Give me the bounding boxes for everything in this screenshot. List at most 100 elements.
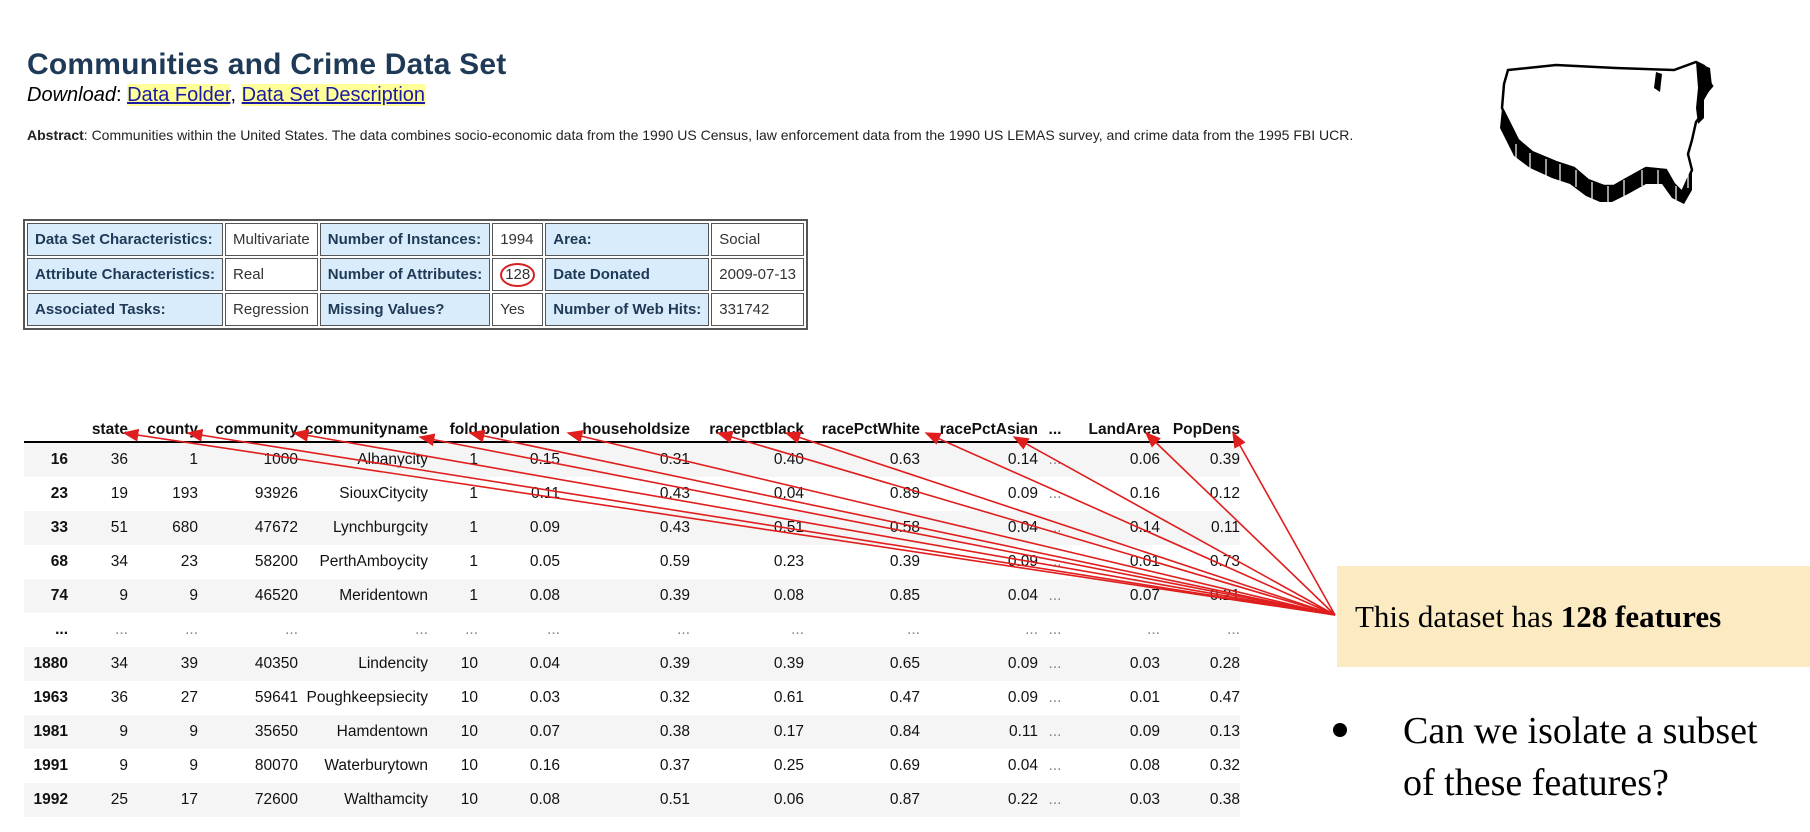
info-header: Associated Tasks: xyxy=(27,293,224,326)
table-row: ........................................… xyxy=(24,613,1240,647)
info-value: 128 xyxy=(492,258,544,291)
us-map-icon xyxy=(1500,60,1714,204)
table-cell: 0.06 xyxy=(773,791,804,808)
info-value: 1994 xyxy=(492,223,544,256)
table-cell: 0.06 xyxy=(1129,451,1160,468)
table-cell: 27 xyxy=(180,689,198,706)
table-cell: ... xyxy=(115,621,128,638)
data-set-description-link[interactable]: Data Set Description xyxy=(241,84,426,106)
table-cell: 0.47 xyxy=(1209,689,1240,706)
table-cell: 1 xyxy=(189,451,198,468)
column-header: LandArea xyxy=(1072,413,1160,443)
table-cell: 0.59 xyxy=(659,553,690,570)
table-cell: 10 xyxy=(460,791,478,808)
table-cell: ... xyxy=(907,621,920,638)
table-cell: 0.17 xyxy=(773,723,804,740)
table-cell: 0.37 xyxy=(659,757,690,774)
row-index: 1992 xyxy=(33,791,68,808)
table-cell: 0.73 xyxy=(1209,553,1240,570)
table-cell: ... xyxy=(1048,723,1062,740)
table-cell: 0.09 xyxy=(1007,485,1038,502)
table-cell: 0.14 xyxy=(1129,519,1160,536)
info-header: Missing Values? xyxy=(319,293,491,326)
callout-text: This dataset has xyxy=(1355,599,1561,634)
table-cell: 1 xyxy=(469,485,478,502)
table-row: 1992 25 17 72600 Walthamcity 10 0.08 0.51 0.06 0.… xyxy=(24,783,1240,817)
table-cell: 0.12 xyxy=(1209,485,1240,502)
table-cell: 0.13 xyxy=(1209,723,1240,740)
table-cell: 0.47 xyxy=(889,689,920,706)
table-cell: 0.03 xyxy=(1129,655,1160,672)
table-cell: 0.39 xyxy=(1209,451,1240,468)
table-cell: 9 xyxy=(189,587,198,604)
table-cell: ... xyxy=(1048,791,1062,808)
table-cell: 23 xyxy=(180,553,198,570)
table-cell: 0.39 xyxy=(773,655,804,672)
row-index: 33 xyxy=(50,519,68,536)
table-cell: ... xyxy=(677,621,690,638)
info-header: Number of Web Hits: xyxy=(545,293,710,326)
table-cell: 0.09 xyxy=(529,519,560,536)
row-index: 68 xyxy=(50,553,68,570)
table-cell: ... xyxy=(1227,621,1240,638)
table-row: 16 36 1 1000 Albanycity 1 0.15 0.31 0.40 0.63 0.14… xyxy=(24,442,1240,477)
table-cell: 0.22 xyxy=(1007,791,1038,808)
table-cell: PerthAmboycity xyxy=(319,553,428,570)
table-cell: 0.61 xyxy=(773,689,804,706)
info-header: Number of Instances: xyxy=(319,223,491,256)
bullet-text: Can we isolate a subset of these feature… xyxy=(1403,705,1758,809)
table-cell: 0.07 xyxy=(529,723,560,740)
table-cell: ... xyxy=(1048,587,1062,604)
table-cell: 0.32 xyxy=(659,689,690,706)
table-cell: Lynchburgcity xyxy=(332,519,428,536)
table-cell: ... xyxy=(1025,621,1038,638)
table-cell: Hamdentown xyxy=(336,723,428,740)
table-cell: 0.65 xyxy=(889,655,920,672)
column-header: communityname xyxy=(298,413,428,443)
info-value: Yes xyxy=(492,293,544,326)
table-cell: ... xyxy=(547,621,560,638)
table-cell: 40350 xyxy=(254,655,298,672)
info-row: Data Set Characteristics: Multivariate N… xyxy=(27,223,805,256)
info-header: Attribute Characteristics: xyxy=(27,258,224,291)
table-cell: 0.89 xyxy=(889,485,920,502)
abstract: Abstract: Communities within the United … xyxy=(27,127,1353,143)
column-header: community xyxy=(198,413,298,443)
table-cell: 17 xyxy=(180,791,198,808)
table-cell: 10 xyxy=(460,689,478,706)
table-cell: 0.58 xyxy=(889,519,920,536)
table-cell: 193 xyxy=(172,485,198,502)
row-index: 74 xyxy=(50,587,68,604)
table-cell: 0.69 xyxy=(889,757,920,774)
table-cell: 0.43 xyxy=(659,485,690,502)
info-value: Real xyxy=(225,258,318,291)
abstract-text: : Communities within the United States. … xyxy=(83,127,1354,143)
table-cell: 47672 xyxy=(254,519,298,536)
table-cell: 0.51 xyxy=(659,791,690,808)
table-cell: 0.51 xyxy=(773,519,804,536)
table-cell: 1 xyxy=(469,519,478,536)
table-cell: 0.16 xyxy=(529,757,560,774)
table-cell: Meridentown xyxy=(339,587,428,604)
feature-arrow xyxy=(1232,431,1336,616)
table-cell: ... xyxy=(1147,621,1160,638)
data-folder-link[interactable]: Data Folder xyxy=(127,84,231,106)
table-cell: 0.08 xyxy=(529,587,560,604)
table-cell: SiouxCitycity xyxy=(339,485,428,502)
table-row: 68 34 23 58200 PerthAmboycity 1 0.05 0.59 0.23 0.… xyxy=(24,545,1240,579)
table-cell: 1000 xyxy=(263,451,298,468)
table-cell: 19 xyxy=(110,485,128,502)
table-cell: 0.84 xyxy=(889,723,920,740)
download-label: Download xyxy=(27,84,116,106)
info-value: 331742 xyxy=(711,293,805,326)
table-cell: 0.28 xyxy=(1209,655,1240,672)
table-cell: ... xyxy=(1048,621,1062,638)
row-index: 23 xyxy=(50,485,68,502)
table-cell: 34 xyxy=(110,553,128,570)
table-cell: 0.38 xyxy=(659,723,690,740)
table-row: 23 19 193 93926 SiouxCitycity 1 0.11 0.43 0.04 0.… xyxy=(24,477,1240,511)
table-cell: ... xyxy=(1048,655,1062,672)
table-cell: 0.09 xyxy=(1129,723,1160,740)
table-cell: 0.85 xyxy=(889,587,920,604)
table-cell: 0.11 xyxy=(1008,723,1038,740)
